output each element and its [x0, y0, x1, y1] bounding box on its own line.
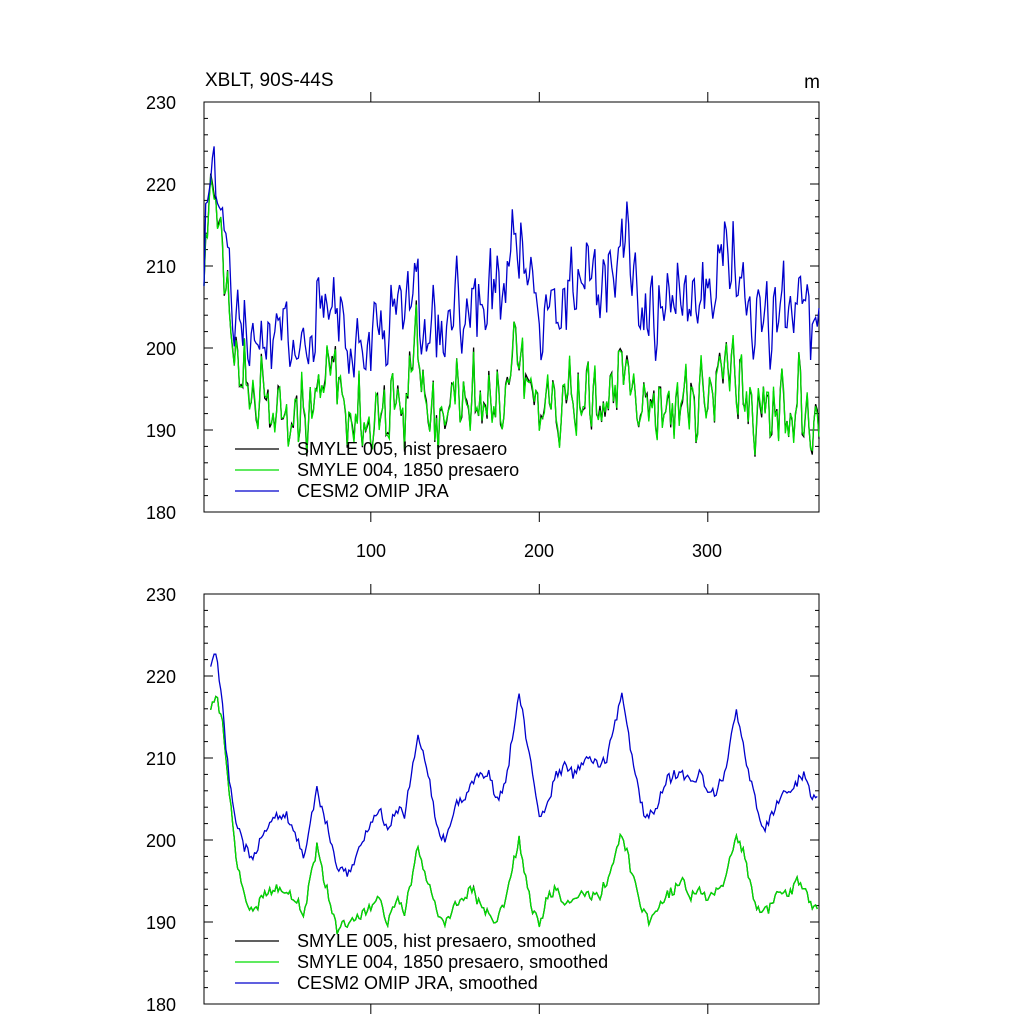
bottom-legend-label-smyle005: SMYLE 005, hist presaero, smoothed: [297, 931, 596, 951]
top-series-lines: [203, 146, 820, 457]
top-y-tick-label-220: 220: [146, 175, 176, 195]
bottom-series-smyle004-line: [210, 695, 818, 935]
top-y-tick-label-190: 190: [146, 421, 176, 441]
top-x-tick-label-200: 200: [524, 541, 554, 561]
top-x-tick-label-100: 100: [356, 541, 386, 561]
top-y-tick-label-180: 180: [146, 503, 176, 523]
top-panel: XBLT, 90S-44S m 230 220 210 200 190 180 …: [146, 70, 820, 561]
top-legend-label-smyle005: SMYLE 005, hist presaero: [297, 439, 507, 459]
top-series-smyle004-line: [203, 175, 820, 455]
top-y-tick-label-200: 200: [146, 339, 176, 359]
bottom-y-tick-label-210: 210: [146, 749, 176, 769]
top-x-tick-label-300: 300: [692, 541, 722, 561]
bottom-legend-label-smyle004: SMYLE 004, 1850 presaero, smoothed: [297, 952, 608, 972]
top-chart-title: XBLT, 90S-44S: [205, 70, 334, 91]
bottom-y-tick-label-220: 220: [146, 667, 176, 687]
bottom-legend-label-omip: CESM2 OMIP JRA, smoothed: [297, 973, 538, 993]
bottom-legend: SMYLE 005, hist presaero, smoothed SMYLE…: [235, 931, 608, 993]
top-legend: SMYLE 005, hist presaero SMYLE 004, 1850…: [235, 439, 519, 501]
top-series-omip-line: [203, 146, 820, 378]
bottom-y-tick-label-180: 180: [146, 995, 176, 1015]
bottom-plot-frame: [203, 593, 820, 1005]
top-units-label: m: [804, 72, 820, 93]
top-plot-frame: [203, 101, 820, 513]
top-legend-label-omip: CESM2 OMIP JRA: [297, 481, 449, 501]
bottom-y-tick-label-190: 190: [146, 913, 176, 933]
top-y-tick-label-210: 210: [146, 257, 176, 277]
bottom-axis-ticks: [204, 584, 819, 1014]
bottom-series-lines: [210, 653, 818, 935]
bottom-y-tick-label-230: 230: [146, 585, 176, 605]
top-legend-label-smyle004: SMYLE 004, 1850 presaero: [297, 460, 519, 480]
bottom-y-tick-label-200: 200: [146, 831, 176, 851]
bottom-series-omip-line: [210, 653, 818, 877]
top-y-tick-label-230: 230: [146, 93, 176, 113]
bottom-panel: 230 220 210 200 190 180 SMYLE 005, hist …: [146, 584, 820, 1015]
